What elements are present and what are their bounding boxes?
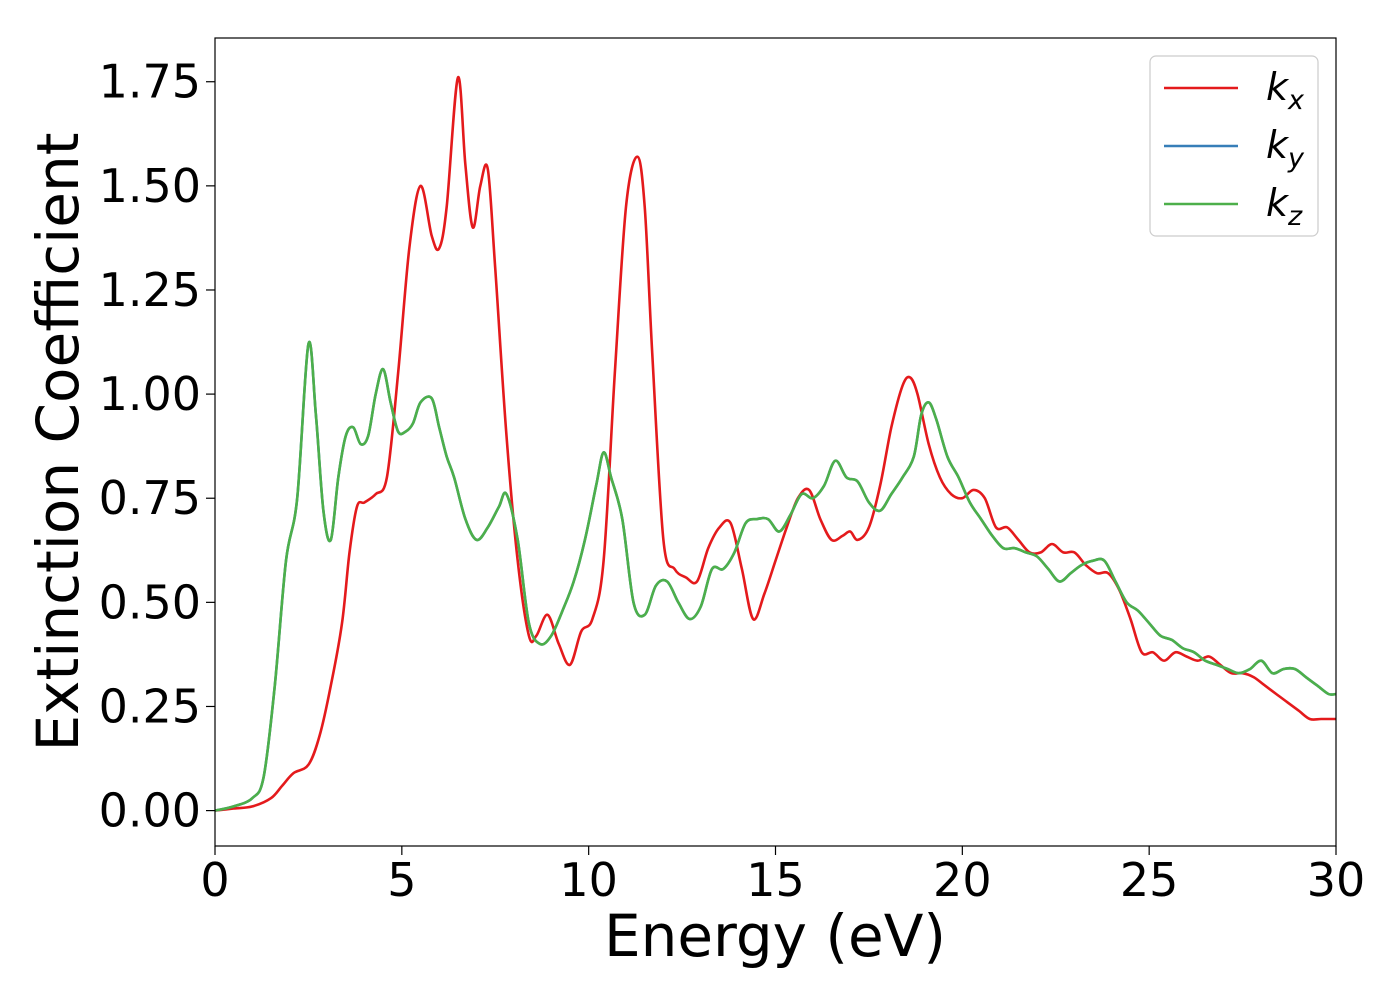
series-line-z xyxy=(215,340,1336,812)
legend-label-z: kz xyxy=(1266,181,1303,232)
series-line-x xyxy=(215,76,1336,812)
y-tick-label: 1.25 xyxy=(99,263,201,317)
x-tick-label: 30 xyxy=(1307,853,1366,907)
legend-label-y: ky xyxy=(1266,123,1305,174)
y-tick-label: 1.50 xyxy=(99,159,201,213)
y-tick-label: 1.00 xyxy=(99,367,201,421)
legend-label-subscript: x xyxy=(1287,85,1305,116)
x-axis-title: Energy (eV) xyxy=(604,902,946,970)
legend-label-subscript: z xyxy=(1287,201,1303,232)
y-tick-label: 0.00 xyxy=(99,784,201,838)
legend-label-main: k xyxy=(1266,181,1290,225)
y-axis-ticks: 0.00 0.25 0.50 0.75 1.00 1.25 1.50 1.75 xyxy=(99,55,215,838)
legend-label-x: kx xyxy=(1266,65,1305,116)
x-tick-label: 10 xyxy=(559,853,618,907)
y-tick-label: 0.25 xyxy=(99,679,201,733)
y-axis-title: Extinction Coefficient xyxy=(24,133,92,752)
x-tick-label: 25 xyxy=(1120,853,1179,907)
x-tick-label: 20 xyxy=(933,853,992,907)
legend-label-subscript: y xyxy=(1287,143,1305,174)
x-tick-label: 0 xyxy=(200,853,229,907)
y-tick-label: 0.75 xyxy=(99,471,201,525)
x-axis-ticks: 0 5 10 15 20 25 30 xyxy=(200,846,1365,907)
series-layer xyxy=(215,76,1336,812)
y-tick-label: 1.75 xyxy=(99,55,201,109)
plot-background xyxy=(215,38,1336,846)
legend-label-main: k xyxy=(1266,65,1290,109)
x-tick-label: 5 xyxy=(387,853,416,907)
x-tick-label: 15 xyxy=(746,853,805,907)
legend-label-main: k xyxy=(1266,123,1290,167)
y-tick-label: 0.50 xyxy=(99,575,201,629)
